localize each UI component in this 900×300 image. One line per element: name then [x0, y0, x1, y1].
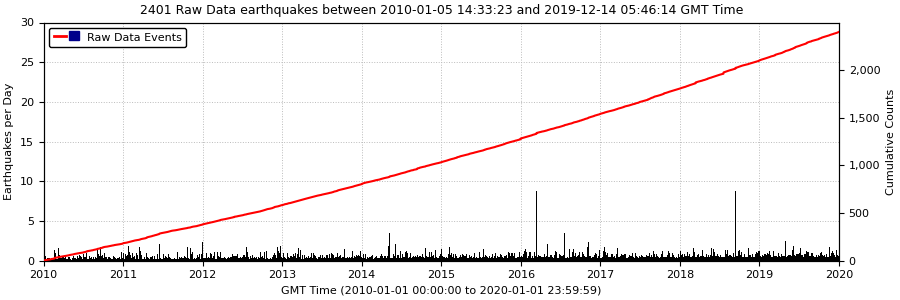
X-axis label: GMT Time (2010-01-01 00:00:00 to 2020-01-01 23:59:59): GMT Time (2010-01-01 00:00:00 to 2020-01… — [281, 286, 601, 296]
Legend: Raw Data Events: Raw Data Events — [50, 28, 186, 47]
Y-axis label: Earthquakes per Day: Earthquakes per Day — [4, 83, 14, 200]
Y-axis label: Cumulative Counts: Cumulative Counts — [886, 88, 896, 195]
Title: 2401 Raw Data earthquakes between 2010-01-05 14:33:23 and 2019-12-14 05:46:14 GM: 2401 Raw Data earthquakes between 2010-0… — [140, 4, 742, 17]
